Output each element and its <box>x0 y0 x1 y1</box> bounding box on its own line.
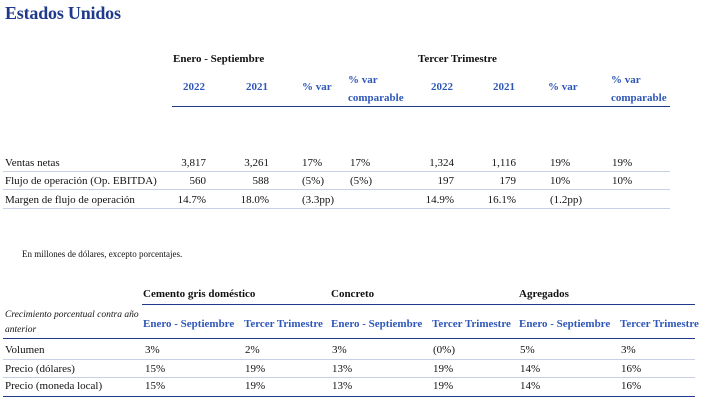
cell: 2% <box>245 344 260 356</box>
col-header: 2021 <box>246 81 268 93</box>
cell: 179 <box>499 175 517 187</box>
cell: (5%) <box>350 175 372 187</box>
cell: 13% <box>332 363 353 375</box>
cell: 16.1% <box>487 194 516 206</box>
cell: 19% <box>245 380 266 392</box>
col-header: % var <box>302 81 332 93</box>
col-header: 2022 <box>431 81 453 93</box>
row-label: Margen de flujo de operación <box>5 194 135 206</box>
row-rule <box>3 171 670 172</box>
cell: 19% <box>433 363 454 375</box>
product-header: Concreto <box>331 288 375 300</box>
period-header: Tercer Trimestre <box>432 318 511 330</box>
header-rule <box>142 304 695 305</box>
cell: (0%) <box>433 344 455 356</box>
col-header: 2021 <box>493 81 515 93</box>
cell: 16% <box>621 363 642 375</box>
cell: 14% <box>520 380 541 392</box>
cell: 14.7% <box>177 194 206 206</box>
product-header: Cemento gris doméstico <box>143 288 256 300</box>
bottom-rule <box>3 396 695 397</box>
row-rule <box>3 359 695 360</box>
period-header: Tercer Trimestre <box>620 318 699 330</box>
cell: 15% <box>145 380 166 392</box>
row-label: Volumen <box>5 344 45 356</box>
cell: 15% <box>145 363 166 375</box>
col-header: % var <box>548 81 578 93</box>
cell: 14% <box>520 363 541 375</box>
period-header: Enero - Septiembre <box>143 318 235 330</box>
cell: (5%) <box>302 175 324 187</box>
cell: 1,324 <box>429 157 454 169</box>
cell: 19% <box>550 157 571 169</box>
cell: 16% <box>621 380 642 392</box>
row-rule <box>3 208 670 209</box>
cell: 588 <box>252 175 270 187</box>
header-rule <box>3 338 695 339</box>
cell: 14.9% <box>425 194 454 206</box>
cell: 17% <box>350 157 371 169</box>
cell: 10% <box>612 175 633 187</box>
header-rule <box>172 106 670 107</box>
footnote: En millones de dólares, excepto porcenta… <box>22 249 183 259</box>
row-label: Precio (moneda local) <box>5 380 103 392</box>
page-title: Estados Unidos <box>5 3 121 23</box>
cell: 19% <box>245 363 266 375</box>
cell: 17% <box>302 157 323 169</box>
row-label: Flujo de operación (Op. EBITDA) <box>5 175 157 187</box>
cell: 18.0% <box>240 194 269 206</box>
cell: 10% <box>550 175 571 187</box>
cell: 3% <box>332 344 347 356</box>
cell: 3% <box>621 344 636 356</box>
row-rule <box>3 189 670 190</box>
row-label: Precio (dólares) <box>5 363 75 375</box>
cell: 560 <box>189 175 207 187</box>
period-header: Enero - Septiembre <box>519 318 611 330</box>
col-header: % var comparable <box>348 74 404 104</box>
row-label: Ventas netas <box>5 157 60 169</box>
col-header: % var comparable <box>611 74 667 104</box>
group-header-quarter: Tercer Trimestre <box>418 53 497 65</box>
cell: 1,116 <box>491 157 516 169</box>
cell: (1.2pp) <box>550 194 583 206</box>
cell: 19% <box>433 380 454 392</box>
product-header: Agregados <box>519 288 569 300</box>
cell: 19% <box>612 157 633 169</box>
period-header: Enero - Septiembre <box>331 318 423 330</box>
col-header: 2022 <box>183 81 205 93</box>
cell: 13% <box>332 380 353 392</box>
row-rule <box>3 377 695 378</box>
cell: (3.3pp) <box>302 194 335 206</box>
period-header: Tercer Trimestre <box>244 318 323 330</box>
cell: 197 <box>437 175 455 187</box>
cell: 5% <box>520 344 535 356</box>
cell: 3,817 <box>181 157 206 169</box>
group-header-ytd: Enero - Septiembre <box>173 53 265 65</box>
growth-row-header: Crecimiento porcentual contra año anteri… <box>5 310 139 335</box>
cell: 3,261 <box>244 157 269 169</box>
cell: 3% <box>145 344 160 356</box>
